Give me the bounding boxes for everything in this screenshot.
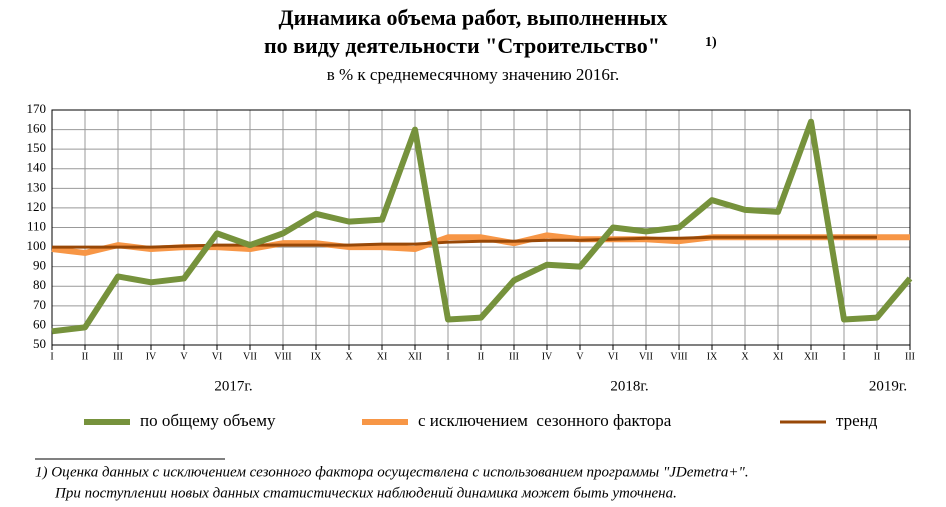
x-tick-label: X — [345, 351, 353, 362]
y-tick-label: 50 — [33, 336, 46, 351]
legend-label: по общему объему — [140, 411, 276, 430]
y-tick-label: 60 — [33, 316, 46, 331]
title-note: 1) — [705, 35, 717, 50]
x-tick-label: IV — [542, 351, 553, 362]
chart-subtitle: в % к среднемесячному значению 2016г. — [327, 65, 620, 84]
y-tick-label: 100 — [27, 238, 47, 253]
y-tick-label: 120 — [27, 199, 47, 214]
y-tick-label: 160 — [27, 121, 47, 136]
x-tick-label: X — [741, 351, 749, 362]
x-tick-label: III — [905, 351, 915, 362]
x-tick-label: IV — [146, 351, 157, 362]
y-tick-label: 80 — [33, 277, 46, 292]
year-label: 2018г. — [610, 378, 648, 394]
x-tick-label: III — [509, 351, 519, 362]
plot-border — [51, 109, 911, 346]
x-tick-label: XI — [377, 351, 388, 362]
y-tick-label: 110 — [27, 218, 46, 233]
x-tick-label: II — [82, 351, 89, 362]
year-label: 2019г. — [869, 378, 907, 394]
x-tick-label: XI — [773, 351, 784, 362]
x-tick-label: I — [50, 351, 53, 362]
x-tick-label: VI — [212, 351, 223, 362]
chart-title: по виду деятельности "Строительство" — [264, 33, 660, 58]
x-tick-label: II — [478, 351, 485, 362]
x-tick-label: VI — [608, 351, 619, 362]
legend-label: тренд — [836, 411, 878, 430]
chart-title: Динамика объема работ, выполненных — [279, 5, 668, 30]
x-tick-label: IX — [707, 351, 718, 362]
x-tick-label: VII — [639, 351, 653, 362]
x-tick-label: VIII — [274, 351, 291, 362]
x-tick-label: I — [842, 351, 845, 362]
x-tick-label: III — [113, 351, 123, 362]
y-tick-label: 140 — [27, 160, 47, 175]
y-tick-label: 70 — [33, 297, 46, 312]
y-tick-label: 170 — [27, 101, 47, 116]
footnote: При поступлении новых данных статистичес… — [54, 485, 677, 501]
x-tick-label: IX — [311, 351, 322, 362]
x-tick-label: VIII — [670, 351, 687, 362]
x-tick-label: V — [576, 351, 584, 362]
y-tick-label: 130 — [27, 179, 47, 194]
x-tick-label: VII — [243, 351, 257, 362]
footnote: 1) Оценка данных с исключением сезонного… — [35, 464, 749, 480]
x-tick-label: V — [180, 351, 188, 362]
x-tick-label: XII — [408, 351, 422, 362]
series-line — [51, 118, 913, 335]
y-tick-label: 150 — [27, 140, 47, 155]
x-tick-label: XII — [804, 351, 818, 362]
x-tick-label: II — [874, 351, 881, 362]
x-tick-label: I — [446, 351, 449, 362]
legend-label: с исключением сезонного фактора — [418, 411, 672, 430]
year-label: 2017г. — [214, 378, 252, 394]
y-tick-label: 90 — [33, 258, 46, 273]
series-line — [52, 235, 877, 249]
